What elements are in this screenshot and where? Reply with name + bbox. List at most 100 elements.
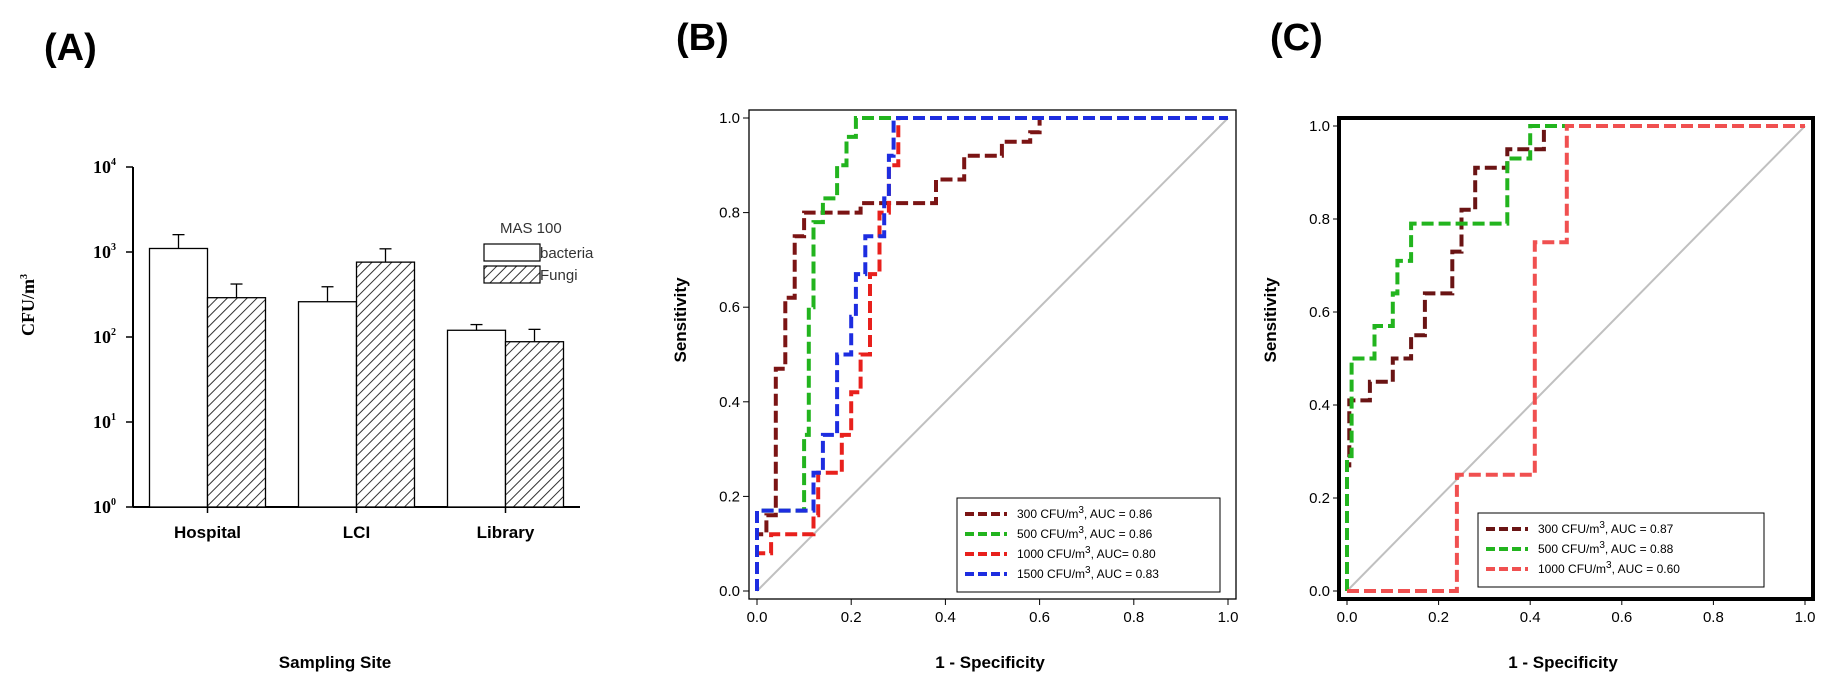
panel-b-legend-entry-suffix: , AUC = 0.86	[1084, 507, 1153, 521]
panel-c-x-tick-label: 0.6	[1611, 609, 1632, 626]
panel-b-legend-entry-sup: 3	[1078, 525, 1084, 536]
panel-a-bar-bacteria	[446, 329, 507, 508]
panel-b-x-tick-label: 0.0	[747, 609, 768, 626]
panel-b-x-tick-label: 0.2	[841, 609, 862, 626]
panel-c-roc-curve	[1345, 124, 1805, 591]
panel-c-x-tick-label: 0.4	[1520, 609, 1541, 626]
panel-b-legend-entry: 1000 CFU/m3, AUC= 0.80	[1017, 545, 1156, 561]
panel-c-legend-entry-suffix: , AUC = 0.87	[1605, 522, 1674, 536]
panel-c-y-tick-label: 1.0	[1309, 118, 1330, 135]
panel-b-x-tick-label: 0.6	[1029, 609, 1050, 626]
panel-a-label: (A)	[44, 27, 97, 69]
panel-c-legend-entry-suffix: , AUC = 0.60	[1612, 562, 1681, 576]
panel-c-plot-frame	[1337, 116, 1815, 601]
panel-b-y-tick-label: 0.8	[719, 205, 740, 222]
panel-a-bar-fungi	[206, 297, 267, 508]
panel-a-y-axis-label-text: CFU/m	[18, 279, 38, 336]
panel-b-legend-entry-suffix: , AUC= 0.80	[1091, 547, 1156, 561]
panel-b-axes: 0.0 0.2 0.4 0.6 0.8 1.0 0.0 0.2 0.4 0.6 0.8 1.0 300 …	[719, 109, 1239, 626]
panel-b-legend-entry: 300 CFU/m3, AUC = 0.86	[1017, 505, 1153, 521]
panel-c-y-tick-label: 0.4	[1309, 397, 1330, 414]
panel-c-x-tick-label: 1.0	[1795, 609, 1816, 626]
panel-c-legend-entry-sup: 3	[1599, 540, 1605, 551]
panel-b-legend-entry: 1500 CFU/m3, AUC = 0.83	[1017, 565, 1159, 581]
panel-b-y-tick-label: 1.0	[719, 110, 740, 127]
panel-b-x-tick-label: 1.0	[1218, 609, 1239, 626]
panel-a-x-tick-label: LCI	[343, 523, 370, 542]
panel-c-roc-chart: (C) 0.0 0.2 0.4 0.6 0.8 1.0 0.0 0.2 0.4 0.6 0.8 1.0…	[1261, 17, 1815, 672]
panel-a-legend-title: MAS 100	[500, 220, 562, 237]
panel-b-legend-entry-sup: 3	[1085, 565, 1091, 576]
panel-b-plot-frame	[748, 109, 1237, 600]
panel-c-y-tick-label: 0.0	[1309, 583, 1330, 600]
panel-a-y-axis-label-sup: 3	[19, 274, 30, 279]
panel-b-legend-entry-sup: 3	[1085, 545, 1091, 556]
panel-b-label: (B)	[676, 17, 729, 59]
panel-b-roc-curve	[755, 116, 1228, 591]
panel-b-x-tick-label: 0.4	[935, 609, 956, 626]
panel-a-bar-bacteria	[297, 301, 358, 508]
panel-b-y-tick-label: 0.0	[719, 583, 740, 600]
panel-c-legend-entry: 500 CFU/m3, AUC = 0.88	[1538, 540, 1674, 556]
panel-b-legend-entry-name: 300 CFU/m	[1017, 507, 1078, 521]
panel-c-x-tick-label: 0.2	[1428, 609, 1449, 626]
panel-b-roc-chart: (B) 0.0 0.2 0.4 0.6 0.8 1.0 0.0 0.2 0.4 0.6 0.8 1.0…	[671, 17, 1238, 672]
panel-b-roc-curve	[755, 116, 1228, 591]
panel-a-y-tick-label: 101	[93, 412, 116, 432]
panel-c-legend-entry: 300 CFU/m3, AUC = 0.87	[1538, 520, 1674, 536]
panel-a-y-tick-label: 103	[93, 242, 116, 262]
panel-c-y-tick-label: 0.6	[1309, 304, 1330, 321]
panel-b-legend-entry-sup: 3	[1078, 505, 1084, 516]
panel-a-bar-fungi	[355, 261, 416, 508]
panel-c-y-axis-label: Sensitivity	[1261, 277, 1280, 363]
panel-c-legend-entry-suffix: , AUC = 0.88	[1605, 542, 1674, 556]
panel-c-x-tick-label: 0.0	[1337, 609, 1358, 626]
panel-a-x-axis-label: Sampling Site	[279, 653, 391, 672]
panel-b-y-tick-label: 0.4	[719, 394, 740, 411]
panel-a-legend: MAS 100 bacteria Fungi	[483, 220, 594, 284]
panel-a-x-tick-label: Library	[477, 523, 535, 542]
panel-a-x-tick-label: Hospital	[174, 523, 241, 542]
panel-c-legend-entry-sup: 3	[1599, 520, 1605, 531]
panel-c-legend-entry: 1000 CFU/m3, AUC = 0.60	[1538, 560, 1680, 576]
panel-c-legend-entry-name: 500 CFU/m	[1538, 542, 1599, 556]
panel-a-y-tick-base: 10	[93, 242, 111, 262]
panel-b-x-tick-label: 0.8	[1123, 609, 1144, 626]
panel-b-y-tick-label: 0.2	[719, 488, 740, 505]
panel-b-legend-entry-name: 1500 CFU/m	[1017, 567, 1085, 581]
panel-a-y-tick-exp: 2	[111, 327, 116, 338]
panel-c-label: (C)	[1270, 17, 1323, 59]
panel-c-diagonal-reference	[1346, 125, 1806, 592]
panel-a-legend-entry: Fungi	[540, 267, 578, 284]
panel-b-legend-entry-suffix: , AUC = 0.83	[1091, 567, 1160, 581]
panel-a-bar-fungi	[504, 341, 565, 508]
panel-b-legend-entry-name: 500 CFU/m	[1017, 527, 1078, 541]
panel-a-y-tick-base: 10	[93, 412, 111, 432]
panel-b-legend-entry: 500 CFU/m3, AUC = 0.86	[1017, 525, 1153, 541]
panel-c-y-tick-label: 0.8	[1309, 211, 1330, 228]
panel-a-legend-swatch	[483, 265, 541, 284]
panel-b-legend-entry-name: 1000 CFU/m	[1017, 547, 1085, 561]
panel-c-y-tick-label: 0.2	[1309, 490, 1330, 507]
panel-b-roc-curve	[755, 116, 1228, 591]
panel-b-x-axis-label: 1 - Specificity	[935, 653, 1045, 672]
panel-b-y-axis-label: Sensitivity	[671, 277, 690, 363]
panel-a-y-tick-exp: 1	[111, 412, 116, 423]
panel-b-y-tick-label: 0.6	[719, 299, 740, 316]
panel-c-legend-entry-name: 300 CFU/m	[1538, 522, 1599, 536]
panel-a-legend-swatch	[483, 243, 541, 262]
panel-a-y-tick-label: 102	[93, 327, 116, 347]
panel-a-y-tick-label: 100	[93, 497, 116, 517]
panel-c-axes: 0.0 0.2 0.4 0.6 0.8 1.0 0.0 0.2 0.4 0.6 0.8 1.0 300 …	[1309, 116, 1816, 626]
panel-a-y-tick-base: 10	[93, 327, 111, 347]
panel-a-y-tick-exp: 4	[111, 157, 116, 168]
panel-a-bar-bacteria	[148, 247, 209, 508]
panel-c-legend-entry-name: 1000 CFU/m	[1538, 562, 1606, 576]
panel-b-legend-entry-suffix: , AUC = 0.86	[1084, 527, 1153, 541]
panel-c-legend-entry-sup: 3	[1606, 560, 1612, 571]
panel-a-y-axis-label: CFU/m3	[18, 274, 38, 336]
panel-a-y-tick-base: 10	[93, 157, 111, 177]
